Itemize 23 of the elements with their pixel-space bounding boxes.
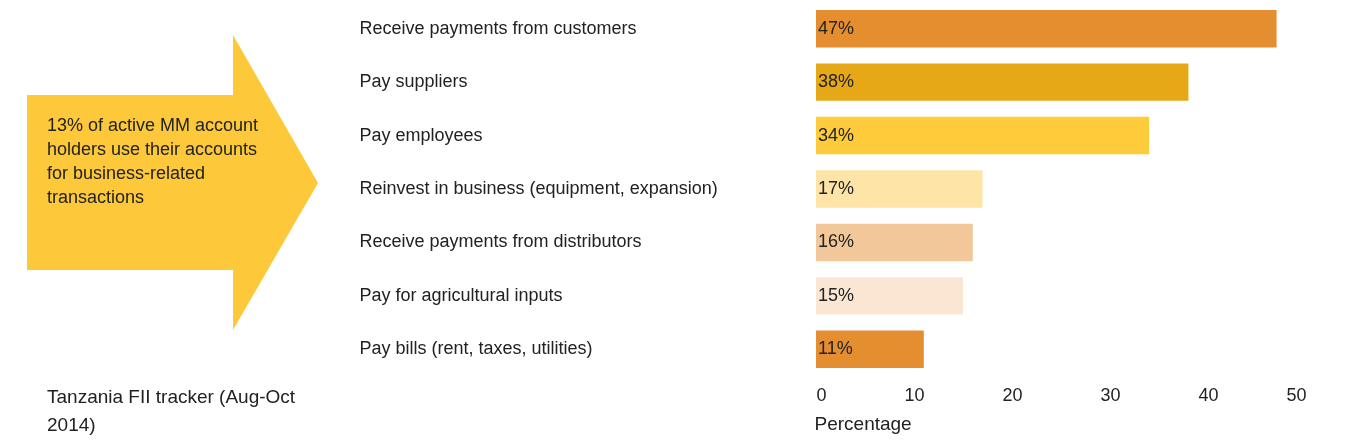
y-tick-label: Reinvest in business (equipment, expansion): [359, 178, 718, 198]
y-tick-label: Pay employees: [359, 124, 483, 145]
x-tick-label: 30: [1100, 384, 1121, 405]
data-label: 16%: [818, 231, 855, 252]
x-tick-label: 10: [904, 384, 925, 405]
data-label: 38%: [818, 71, 855, 92]
x-tick-label: 20: [1002, 384, 1023, 405]
y-tick-label: Receive payments from distributors: [359, 231, 642, 252]
y-tick-label: Pay for agricultural inputs: [359, 284, 563, 305]
text: Tanzania FII tracker (Aug-Oct 2014): [47, 385, 297, 437]
x-tick-label: 50: [1286, 384, 1307, 405]
x-axis-title: Percentage: [814, 412, 912, 434]
x-tick-label: 40: [1198, 384, 1219, 405]
y-tick-label: Receive payments from customers: [359, 17, 637, 38]
data-label: 11%: [818, 338, 853, 359]
y-tick-label: Pay suppliers: [359, 71, 468, 92]
y-tick-label: Pay bills (rent, taxes, utilities): [359, 338, 593, 359]
x-tick-label: 0: [816, 384, 827, 405]
data-label: 17%: [818, 178, 855, 198]
text: 13% of active MM account holders use their accounts for business-related transactions: [47, 114, 260, 209]
data-label: 34%: [818, 124, 855, 145]
data-label: 15%: [818, 284, 855, 305]
data-label: 47%: [818, 17, 855, 38]
